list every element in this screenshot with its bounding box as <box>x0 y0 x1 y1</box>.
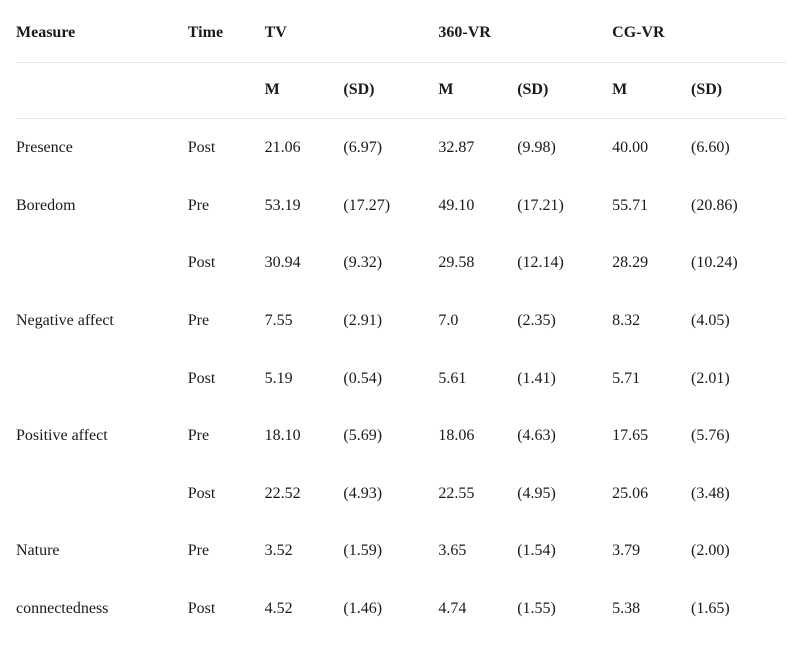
col-time: Time <box>188 22 265 62</box>
cell-measure: Presence <box>16 119 188 177</box>
cell-measure: Nature <box>16 522 188 580</box>
cell-measure: connectedness <box>16 580 188 620</box>
cell-time: Pre <box>188 177 265 235</box>
cell-m: 40.00 <box>612 119 691 177</box>
cell-sd: (9.32) <box>343 234 438 292</box>
cell-sd: (0.54) <box>343 350 438 408</box>
table-row: BoredomPre53.19(17.27)49.10(17.21)55.71(… <box>16 177 786 235</box>
col-sd: (SD) <box>343 62 438 119</box>
cell-measure <box>16 465 188 523</box>
cell-sd: (10.24) <box>691 234 786 292</box>
cell-time: Post <box>188 119 265 177</box>
cell-sd: (20.86) <box>691 177 786 235</box>
table-row: Negative affectPre7.55(2.91)7.0(2.35)8.3… <box>16 292 786 350</box>
cell-sd: (1.46) <box>343 580 438 620</box>
cell-m: 55.71 <box>612 177 691 235</box>
cell-sd: (3.48) <box>691 465 786 523</box>
cell-sd: (6.60) <box>691 119 786 177</box>
cell-m: 3.79 <box>612 522 691 580</box>
col-blank <box>188 62 265 119</box>
cell-sd: (5.69) <box>343 407 438 465</box>
cell-sd: (4.63) <box>517 407 612 465</box>
table-row: Post30.94(9.32)29.58(12.14)28.29(10.24) <box>16 234 786 292</box>
cell-m: 7.55 <box>265 292 344 350</box>
cell-sd: (2.35) <box>517 292 612 350</box>
cell-time: Post <box>188 465 265 523</box>
cell-m: 22.55 <box>438 465 517 523</box>
cell-sd: (12.14) <box>517 234 612 292</box>
cell-m: 18.06 <box>438 407 517 465</box>
col-tv: TV <box>265 22 439 62</box>
col-sd: (SD) <box>691 62 786 119</box>
cell-m: 8.32 <box>612 292 691 350</box>
cell-time: Pre <box>188 407 265 465</box>
cell-m: 32.87 <box>438 119 517 177</box>
cell-m: 22.52 <box>265 465 344 523</box>
cell-m: 4.74 <box>438 580 517 620</box>
cell-m: 21.06 <box>265 119 344 177</box>
cell-m: 3.65 <box>438 522 517 580</box>
col-m: M <box>612 62 691 119</box>
cell-m: 18.10 <box>265 407 344 465</box>
cell-sd: (4.05) <box>691 292 786 350</box>
cell-measure: Boredom <box>16 177 188 235</box>
cell-sd: (1.41) <box>517 350 612 408</box>
col-360vr: 360-VR <box>438 22 612 62</box>
table-header-sub: M (SD) M (SD) M (SD) <box>16 62 786 119</box>
cell-time: Pre <box>188 292 265 350</box>
cell-sd: (2.01) <box>691 350 786 408</box>
cell-sd: (1.65) <box>691 580 786 620</box>
cell-time: Post <box>188 580 265 620</box>
cell-sd: (5.76) <box>691 407 786 465</box>
cell-m: 5.19 <box>265 350 344 408</box>
table-row: Post5.19(0.54)5.61(1.41)5.71(2.01) <box>16 350 786 408</box>
cell-m: 25.06 <box>612 465 691 523</box>
cell-sd: (17.27) <box>343 177 438 235</box>
cell-m: 7.0 <box>438 292 517 350</box>
cell-sd: (1.54) <box>517 522 612 580</box>
data-table: Measure Time TV 360-VR CG-VR M (SD) M (S… <box>16 22 786 620</box>
cell-m: 30.94 <box>265 234 344 292</box>
cell-sd: (9.98) <box>517 119 612 177</box>
cell-sd: (4.93) <box>343 465 438 523</box>
cell-time: Post <box>188 350 265 408</box>
table-row: Positive affectPre18.10(5.69)18.06(4.63)… <box>16 407 786 465</box>
cell-sd: (1.59) <box>343 522 438 580</box>
col-blank <box>16 62 188 119</box>
col-m: M <box>265 62 344 119</box>
cell-m: 53.19 <box>265 177 344 235</box>
cell-sd: (1.55) <box>517 580 612 620</box>
cell-sd: (17.21) <box>517 177 612 235</box>
cell-m: 17.65 <box>612 407 691 465</box>
cell-m: 4.52 <box>265 580 344 620</box>
cell-m: 5.61 <box>438 350 517 408</box>
cell-m: 29.58 <box>438 234 517 292</box>
table-row: Post22.52(4.93)22.55(4.95)25.06(3.48) <box>16 465 786 523</box>
table-body: PresencePost21.06(6.97)32.87(9.98)40.00(… <box>16 119 786 620</box>
table-header-top: Measure Time TV 360-VR CG-VR <box>16 22 786 62</box>
cell-m: 49.10 <box>438 177 517 235</box>
cell-m: 3.52 <box>265 522 344 580</box>
cell-measure <box>16 350 188 408</box>
col-m: M <box>438 62 517 119</box>
cell-measure: Positive affect <box>16 407 188 465</box>
cell-m: 28.29 <box>612 234 691 292</box>
table-row: connectednessPost4.52(1.46)4.74(1.55)5.3… <box>16 580 786 620</box>
col-measure: Measure <box>16 22 188 62</box>
cell-sd: (4.95) <box>517 465 612 523</box>
col-cgvr: CG-VR <box>612 22 786 62</box>
col-sd: (SD) <box>517 62 612 119</box>
cell-measure: Negative affect <box>16 292 188 350</box>
cell-time: Post <box>188 234 265 292</box>
cell-sd: (6.97) <box>343 119 438 177</box>
cell-m: 5.38 <box>612 580 691 620</box>
table-row: NaturePre3.52(1.59)3.65(1.54)3.79(2.00) <box>16 522 786 580</box>
cell-time: Pre <box>188 522 265 580</box>
cell-measure <box>16 234 188 292</box>
table-row: PresencePost21.06(6.97)32.87(9.98)40.00(… <box>16 119 786 177</box>
cell-sd: (2.91) <box>343 292 438 350</box>
cell-m: 5.71 <box>612 350 691 408</box>
cell-sd: (2.00) <box>691 522 786 580</box>
